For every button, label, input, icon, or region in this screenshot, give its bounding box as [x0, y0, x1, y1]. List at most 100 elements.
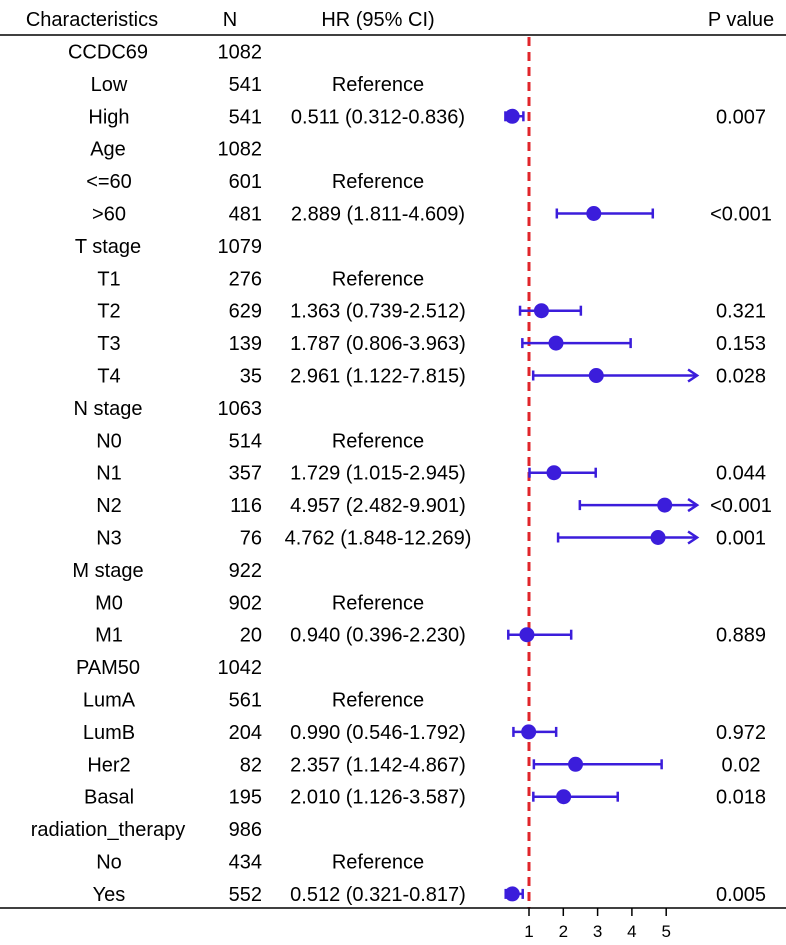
row-n: 434 [229, 852, 262, 874]
hr-point [588, 368, 604, 383]
row-hr-ci: Reference [332, 690, 424, 712]
row-label: Low [91, 74, 128, 96]
row-n: 276 [229, 268, 262, 290]
row-label: N0 [96, 430, 122, 452]
row-n: 139 [229, 333, 262, 355]
hr-point [657, 497, 673, 513]
hazard-marks [504, 108, 700, 902]
row-p-value: 0.001 [716, 528, 766, 550]
row-label: CCDC69 [68, 42, 148, 64]
row-label: >60 [92, 204, 126, 226]
row-n: 204 [229, 722, 262, 744]
row-p-value: <0.001 [710, 495, 772, 517]
row-n: 922 [229, 560, 262, 582]
row-p-value: 0.889 [716, 625, 766, 647]
row-n: 1079 [218, 236, 263, 258]
header-hr: HR (95% CI) [321, 9, 434, 31]
row-n: 986 [229, 819, 262, 841]
row-label: T4 [97, 366, 120, 388]
hr-point [650, 530, 666, 545]
ci-arrow-high [687, 530, 700, 545]
hr-point [521, 724, 537, 740]
x-tick-label: 4 [627, 922, 636, 941]
row-p-value: 0.044 [716, 463, 766, 485]
row-n: 116 [230, 495, 262, 517]
header-n: N [223, 9, 237, 31]
hr-point [504, 886, 520, 902]
row-hr-ci: 0.940 (0.396-2.230) [290, 625, 466, 647]
row-label: Age [90, 139, 126, 161]
row-n: 82 [240, 754, 262, 776]
row-n: 902 [229, 592, 262, 614]
row-label: Yes [93, 884, 126, 906]
row-p-value: 0.02 [722, 754, 761, 776]
row-p-value: 0.153 [716, 333, 766, 355]
row-n: 20 [240, 625, 262, 647]
row-hr-ci: Reference [332, 268, 424, 290]
row-label: T1 [97, 268, 120, 290]
hr-point [568, 756, 584, 772]
row-n: 552 [229, 884, 262, 906]
row-n: 541 [229, 106, 262, 128]
header-p-value: P value [708, 9, 774, 31]
row-p-value: 0.007 [716, 106, 766, 128]
row-label: N stage [74, 398, 143, 420]
row-n: 601 [229, 171, 262, 193]
row-hr-ci: 4.957 (2.482-9.901) [290, 495, 466, 517]
hr-point [519, 627, 535, 643]
row-n: 629 [229, 301, 262, 323]
header-characteristics: Characteristics [26, 9, 158, 31]
row-p-value: 0.972 [716, 722, 766, 744]
row-hr-ci: Reference [332, 74, 424, 96]
row-label: T stage [75, 236, 141, 258]
hr-point [504, 108, 520, 124]
x-tick-label: 3 [593, 922, 602, 941]
row-n: 76 [240, 528, 262, 550]
row-n: 195 [229, 787, 262, 809]
row-n: 1042 [218, 657, 263, 679]
row-hr-ci: 2.357 (1.142-4.867) [290, 754, 466, 776]
row-p-value: 0.005 [716, 884, 766, 906]
row-label: Her2 [87, 754, 130, 776]
row-label: N1 [96, 463, 122, 485]
row-p-value: <0.001 [710, 204, 772, 226]
row-label: High [88, 106, 129, 128]
row-hr-ci: 2.889 (1.811-4.609) [291, 204, 465, 226]
hr-point [546, 465, 562, 481]
row-label: <=60 [86, 171, 132, 193]
row-hr-ci: 1.363 (0.739-2.512) [290, 301, 466, 323]
row-label: T3 [97, 333, 120, 355]
row-hr-ci: 1.729 (1.015-2.945) [290, 463, 466, 485]
row-n: 561 [229, 690, 262, 712]
row-hr-ci: Reference [332, 430, 424, 452]
row-label: Basal [84, 787, 134, 809]
row-n: 1082 [218, 42, 263, 64]
row-hr-ci: 1.787 (0.806-3.963) [290, 333, 466, 355]
row-hr-ci: Reference [332, 592, 424, 614]
row-hr-ci: 0.511 (0.312-0.836) [291, 106, 465, 128]
ci-arrow-high [687, 498, 700, 513]
table-rows: CCDC69 1082 Low 541 Reference High 541 0.511 (0… [31, 42, 772, 906]
row-hr-ci: 0.990 (0.546-1.792) [290, 722, 466, 744]
row-hr-ci: 2.961 (1.122-7.815) [290, 366, 466, 388]
row-n: 1082 [218, 139, 263, 161]
row-label: M stage [72, 560, 143, 582]
row-hr-ci: 4.762 (1.848-12.269) [285, 528, 472, 550]
row-n: 514 [229, 430, 262, 452]
row-hr-ci: 2.010 (1.126-3.587) [290, 787, 466, 809]
row-label: M0 [95, 592, 123, 614]
row-label: No [96, 852, 122, 874]
x-tick-label: 5 [661, 922, 670, 941]
row-label: N3 [96, 528, 122, 550]
row-label: radiation_therapy [31, 819, 186, 841]
hr-point [586, 206, 602, 221]
row-hr-ci: 0.512 (0.321-0.817) [290, 884, 466, 906]
row-label: LumA [83, 690, 136, 712]
row-n: 35 [240, 366, 262, 388]
row-n: 481 [229, 204, 262, 226]
row-p-value: 0.321 [716, 301, 766, 323]
row-label: LumB [83, 722, 135, 744]
x-tick-label: 2 [559, 922, 568, 941]
row-hr-ci: Reference [332, 852, 424, 874]
